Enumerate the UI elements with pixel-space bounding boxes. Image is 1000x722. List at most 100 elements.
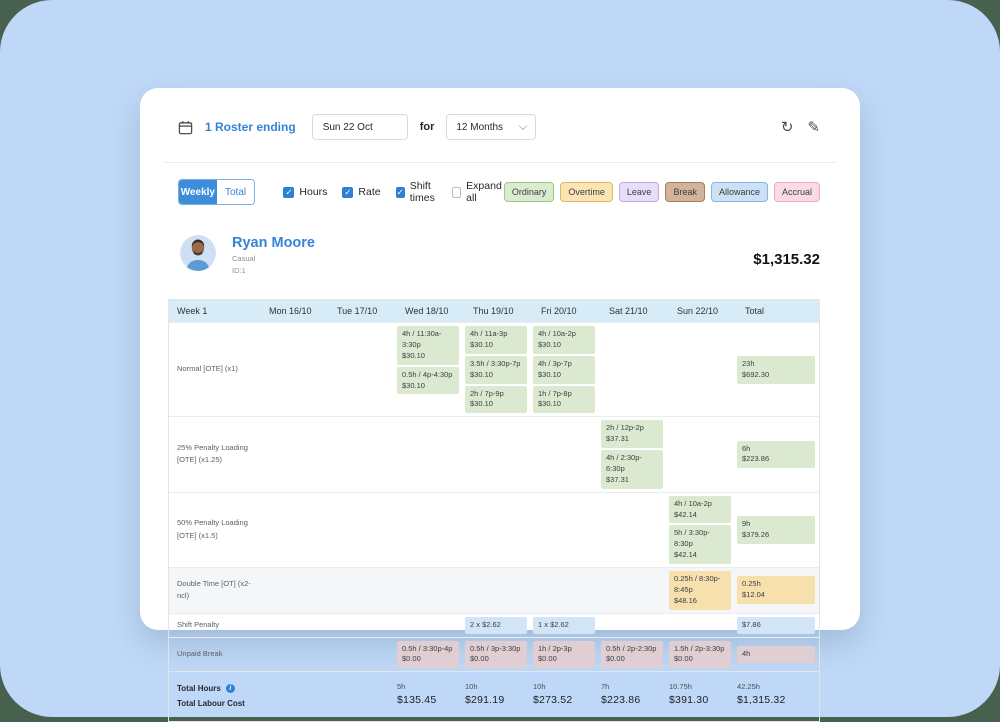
shift-chip-rate: $0.00: [470, 654, 489, 664]
checkbox-checked-icon[interactable]: ✓: [342, 186, 354, 198]
toggle-weekly[interactable]: Weekly: [179, 180, 217, 204]
shift-chip-text: 0.5h / 3:30p-4p: [402, 643, 453, 653]
edit-pencil-icon[interactable]: ✎: [807, 118, 820, 136]
checkbox-shift-times[interactable]: ✓ Shift times: [395, 180, 438, 204]
row-label: Shift Penalty: [177, 619, 220, 629]
totals-row: Total Hours i Total Labour Cost 5h $135.45 10…: [169, 671, 819, 720]
shift-chip[interactable]: 1 x $2.62: [533, 616, 595, 634]
shift-chip-rate: $30.10: [470, 339, 493, 349]
totals-cell: 42.25h $1,315.32: [737, 672, 821, 720]
checkbox-group: ✓ Hours ✓ Rate ✓ Shift times Expand all: [283, 180, 503, 204]
table-row: Shift Penalty 2 x $2.62 1 x $2.62 $7.86: [169, 612, 819, 637]
shift-chip[interactable]: 0.5h / 3p-3:30p $0.00: [465, 640, 527, 669]
totals-cell: 10.75h $391.30: [669, 672, 737, 720]
day-cell: [261, 568, 329, 613]
shift-chip[interactable]: 0.25h / 8:30p-8:45p $48.16: [669, 571, 731, 610]
roster-card: 1 Roster ending Sun 22 Oct for 12 Months…: [140, 88, 860, 722]
avatar[interactable]: [180, 235, 216, 271]
checkbox-hours[interactable]: ✓ Hours: [283, 180, 327, 204]
column-header: Total: [745, 306, 765, 316]
day-cell: [533, 493, 601, 567]
legend-badge-ordinary[interactable]: Ordinary: [503, 182, 555, 202]
shift-chip[interactable]: 2h / 7p-9p $30.10: [465, 385, 527, 414]
roster-ending-link[interactable]: 1 Roster ending: [205, 120, 296, 134]
checkbox-rate[interactable]: ✓ Rate: [342, 180, 381, 204]
legend-badge-overtime[interactable]: Overtime: [560, 182, 613, 202]
total-hours-value: 10h: [533, 682, 546, 692]
day-cell: [601, 568, 669, 613]
shift-chip[interactable]: 2 x $2.62: [465, 616, 527, 634]
shift-chip-text: 1h / 2p-3p: [538, 643, 572, 653]
shift-chip[interactable]: 1h / 7p-8p $30.10: [533, 385, 595, 414]
shift-chip[interactable]: 23h $692.30: [737, 355, 815, 384]
info-icon[interactable]: i: [225, 684, 235, 694]
shift-chip[interactable]: 9h $379.26: [737, 515, 815, 544]
total-cell: 4h: [737, 643, 821, 666]
column-header: Wed 18/10: [405, 306, 449, 316]
shift-chip[interactable]: 4h / 2:30p-6:30p $37.31: [601, 450, 663, 489]
checkbox-checked-icon[interactable]: ✓: [283, 186, 295, 198]
table-row: 50% Penalty Loading [OTE] (x1.5) 4h / 10a…: [169, 491, 819, 567]
checkbox-expand-all[interactable]: Expand all: [452, 180, 504, 204]
shift-chip[interactable]: 1h / 2p-3p $0.00: [533, 640, 595, 669]
period-select[interactable]: 12 Months: [446, 114, 537, 140]
shift-chip[interactable]: 4h / 3p-7p $30.10: [533, 355, 595, 384]
shift-chip[interactable]: 4h / 11a-3p $30.10: [465, 326, 527, 354]
refresh-icon[interactable]: ↻: [780, 118, 794, 136]
totals-cell: [329, 672, 397, 720]
shift-chip[interactable]: 0.25h $12.04: [737, 576, 815, 605]
shift-chip[interactable]: 4h / 10a-2p $42.14: [669, 495, 731, 524]
day-cell: [397, 568, 465, 613]
day-cell: 1.5h / 2p-3:30p $0.00: [669, 638, 737, 672]
shift-chip-text: 4h: [742, 648, 751, 658]
roster-date-input[interactable]: Sun 22 Oct: [311, 114, 408, 140]
legend-badge-leave[interactable]: Leave: [618, 182, 660, 202]
shift-chip[interactable]: 0.5h / 4p-4:30p $30.10: [397, 366, 459, 395]
shift-chip-rate: $30.10: [538, 399, 561, 409]
checkbox-checked-icon[interactable]: ✓: [395, 186, 405, 198]
shift-chip[interactable]: 2h / 12p-2p $37.31: [601, 420, 663, 448]
checkbox-label: Expand all: [466, 180, 502, 204]
column-header: Mon 16/10: [269, 306, 312, 316]
checkbox-unchecked-icon[interactable]: [452, 186, 462, 198]
day-cell: [261, 614, 329, 637]
shift-chip-text: 0.5h / 4p-4:30p: [402, 369, 453, 379]
employee-id: ID:1: [232, 266, 246, 275]
day-cell: 2 x $2.62: [465, 614, 533, 637]
legend-badge-accrual[interactable]: Accrual: [773, 182, 820, 202]
day-cell: 1 x $2.62: [533, 614, 601, 637]
total-hours-value: 5h: [397, 682, 406, 692]
shift-chip[interactable]: 3.5h / 3:30p-7p $30.10: [465, 355, 527, 384]
day-cell: [329, 614, 397, 637]
legend-badge-allowance[interactable]: Allowance: [710, 182, 768, 202]
total-hours-value: 7h: [601, 682, 610, 692]
shift-chip[interactable]: 4h / 11:30a-3:30p $30.10: [397, 326, 459, 365]
shift-chip[interactable]: 4h: [737, 645, 815, 663]
shift-chip[interactable]: 1.5h / 2p-3:30p $0.00: [669, 640, 731, 669]
totals-cell: [261, 672, 329, 720]
employee-name[interactable]: Ryan Moore: [232, 235, 315, 251]
view-toggle[interactable]: Weekly Total: [178, 179, 256, 205]
employee-total-pay: $1,315.32: [753, 251, 820, 268]
total-cell: 23h $692.30: [737, 353, 821, 387]
shift-chip[interactable]: 6h $223.86: [737, 440, 815, 469]
legend-badge-break[interactable]: Break: [665, 182, 705, 202]
row-label: 25% Penalty Loading [OTE] (x1.25): [177, 442, 248, 465]
shift-chip[interactable]: $7.86: [737, 616, 815, 634]
shift-chip[interactable]: 5h / 3:30p-8:30p $42.14: [669, 525, 731, 564]
shift-chip[interactable]: 4h / 10a-2p $30.10: [533, 326, 595, 354]
shift-chip[interactable]: 0.5h / 2p-2:30p $0.00: [601, 640, 663, 669]
toggle-total[interactable]: Total: [216, 180, 255, 204]
day-cell: [261, 638, 329, 672]
totals-cell: 5h $135.45: [397, 672, 465, 720]
shift-chip-text: 4h / 2:30p-6:30p: [606, 453, 642, 473]
employee-row: Ryan Moore Casual ID:1 $1,315.32: [140, 205, 860, 275]
total-hours-value: 10h: [465, 682, 478, 692]
day-cell: 0.5h / 2p-2:30p $0.00: [601, 638, 669, 672]
shift-chip-text: $7.86: [742, 619, 761, 629]
day-cell: [329, 568, 397, 613]
shift-chip-rate: $0.00: [606, 654, 625, 664]
shift-chip[interactable]: 0.5h / 3:30p-4p $0.00: [397, 640, 459, 669]
day-cell: 0.5h / 3:30p-4p $0.00: [397, 638, 465, 672]
totals-cell: 7h $223.86: [601, 672, 669, 720]
